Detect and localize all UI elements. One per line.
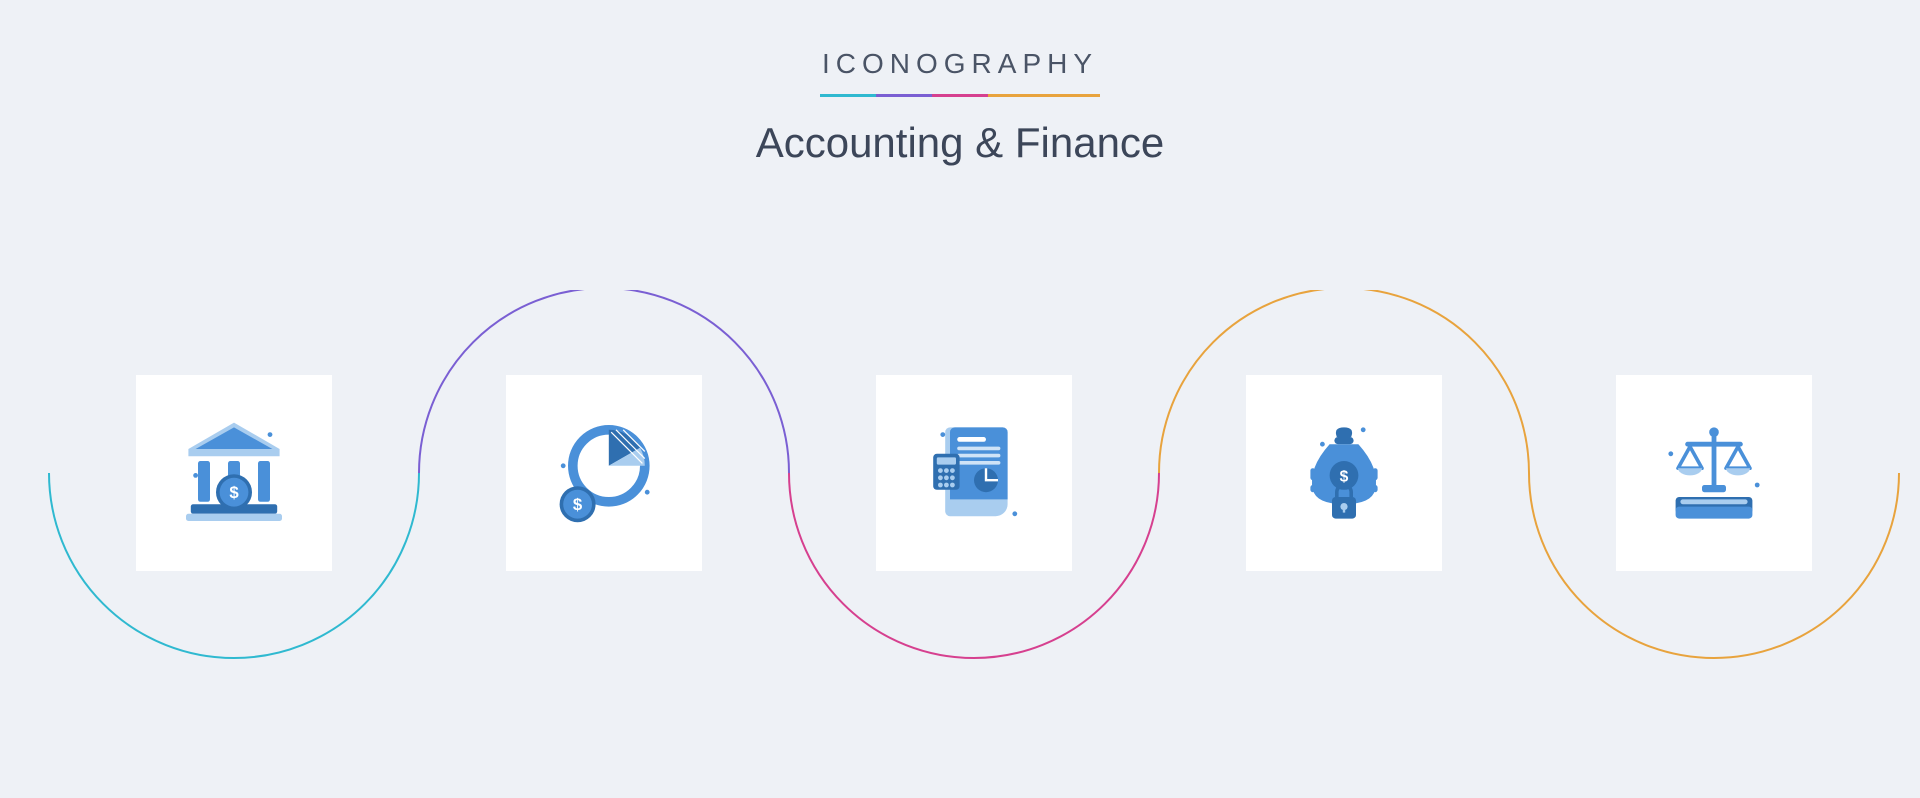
- divider-seg: [1044, 94, 1100, 97]
- divider-seg: [988, 94, 1044, 97]
- bank-coin-icon: $: [174, 413, 294, 533]
- icon-card: $: [1246, 375, 1442, 571]
- icon-card: $: [136, 375, 332, 571]
- divider-seg: [876, 94, 932, 97]
- report-calc-icon: [914, 413, 1034, 533]
- svg-text:$: $: [229, 483, 239, 502]
- header: ICONOGRAPHY Accounting & Finance: [0, 0, 1920, 167]
- page-title: Accounting & Finance: [0, 119, 1920, 167]
- icon-card: [876, 375, 1072, 571]
- brand-divider: [0, 94, 1920, 97]
- pie-chart-coin-icon: $: [544, 413, 664, 533]
- money-lock-icon: $: [1284, 413, 1404, 533]
- brand-label: ICONOGRAPHY: [0, 48, 1920, 80]
- divider-seg: [820, 94, 876, 97]
- svg-text:$: $: [1340, 468, 1349, 485]
- law-scale-book-icon: [1654, 413, 1774, 533]
- icon-card: $: [506, 375, 702, 571]
- divider-seg: [932, 94, 988, 97]
- icon-card: [1616, 375, 1812, 571]
- svg-text:$: $: [573, 495, 583, 514]
- icon-stage: $ $: [0, 290, 1920, 710]
